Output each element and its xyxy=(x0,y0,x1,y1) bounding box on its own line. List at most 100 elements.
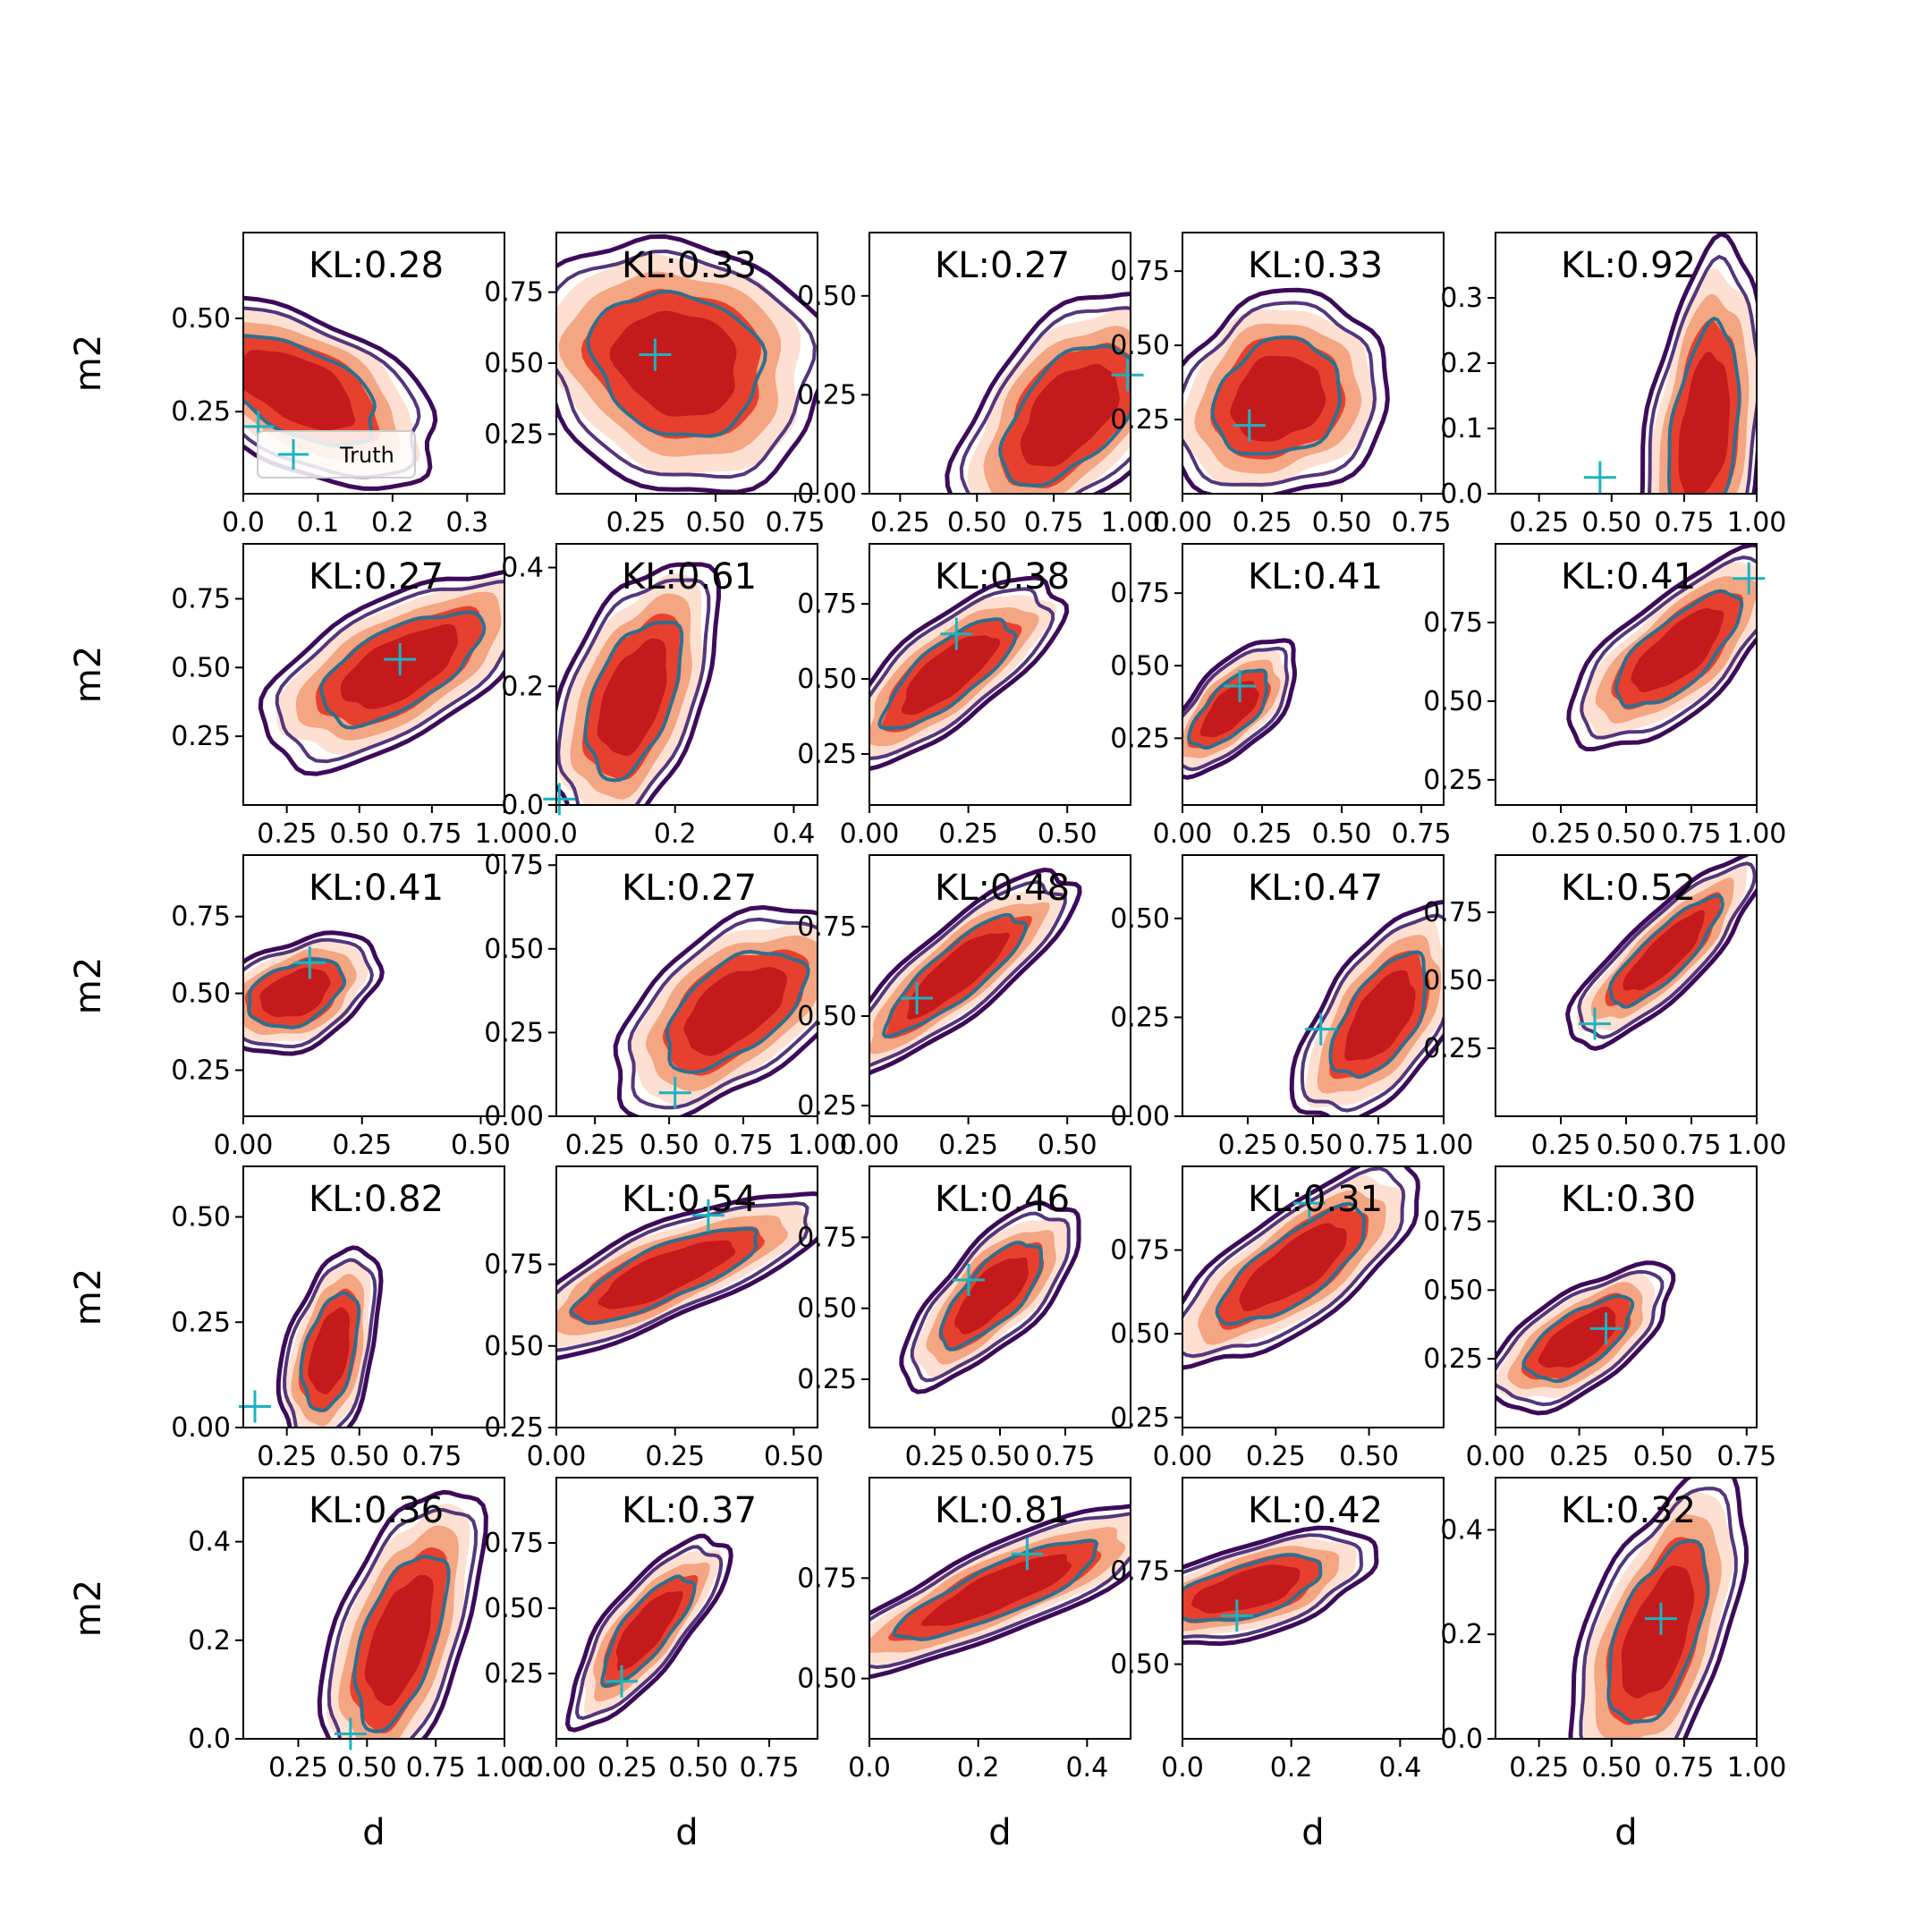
x-tick-label: 0.75 xyxy=(740,1752,800,1784)
x-tick-label: 0.00 xyxy=(527,1441,587,1472)
y-tick-label: 0.75 xyxy=(171,583,231,614)
y-axis-label: m2 xyxy=(68,335,109,392)
y-tick-label: 0.25 xyxy=(171,1307,231,1338)
y-tick-label: 0.1 xyxy=(1440,413,1483,445)
contour-line-2 xyxy=(869,587,1055,760)
contour-line-1 xyxy=(243,930,385,1056)
x-tick-label: 0.50 xyxy=(764,1441,824,1472)
truth-marker xyxy=(1111,359,1144,392)
contour-line-2 xyxy=(1579,1487,1738,1739)
truth-marker xyxy=(1224,669,1257,702)
panel-24: 0.0 0.2 0.4 0.50 0.75 KL:0.42 d xyxy=(1110,1477,1445,1853)
y-tick-label: 0.75 xyxy=(1423,897,1483,928)
y-tick-label: 0.50 xyxy=(1110,1318,1170,1350)
contour-line-3 xyxy=(247,957,347,1030)
x-tick-label: 0.75 xyxy=(1654,1752,1714,1784)
x-tick-label: 0.25 xyxy=(905,1441,965,1472)
contour-line-3 xyxy=(938,1241,1043,1352)
contour-line-1 xyxy=(869,575,1070,772)
y-tick-label: 0.75 xyxy=(1423,1206,1483,1237)
x-tick-label: 0.0 xyxy=(535,818,578,850)
kl-annotation: KL:0.41 xyxy=(1248,556,1383,597)
y-tick-label: 0.75 xyxy=(797,589,857,620)
kl-annotation: KL:0.92 xyxy=(1561,245,1696,286)
axes-frame xyxy=(869,1477,1131,1740)
x-tick-label: 0.50 xyxy=(329,818,389,850)
y-tick-label: 0.00 xyxy=(171,1412,231,1444)
kl-annotation: KL:0.61 xyxy=(622,556,757,597)
x-tick-label: 0.25 xyxy=(268,1752,328,1784)
truth-marker xyxy=(606,1665,638,1698)
axes-frame xyxy=(555,1165,818,1428)
contour-line-1 xyxy=(869,1504,1131,1680)
y-tick-label: 0.25 xyxy=(1110,404,1170,436)
contour-line-1 xyxy=(945,291,1131,494)
x-tick-label: 0.25 xyxy=(332,1130,392,1161)
y-tick-label: 0.4 xyxy=(1440,1514,1483,1546)
x-tick-label: 0.25 xyxy=(257,818,317,850)
y-tick-label: 0.25 xyxy=(171,721,231,752)
axes-frame xyxy=(242,854,505,1117)
kl-annotation: KL:0.38 xyxy=(935,556,1070,597)
panel-19: 0.00 0.25 0.50 0.25 0.50 0.75 KL:0.31 xyxy=(1110,1165,1445,1472)
contour-line-2 xyxy=(575,1545,724,1720)
density-region xyxy=(1182,1525,1379,1647)
contour-line-1 xyxy=(556,562,721,805)
contour-line-3 xyxy=(583,621,684,783)
density-fill-level-4 xyxy=(954,1257,1030,1335)
x-axis-label: d xyxy=(1301,1812,1324,1853)
axes-frame xyxy=(242,543,505,806)
x-tick-label: 0.75 xyxy=(402,1441,462,1472)
x-tick-label: 0.3 xyxy=(445,507,488,538)
x-tick-label: 0.50 xyxy=(1339,1441,1399,1472)
x-tick-label: 0.50 xyxy=(1038,1130,1097,1161)
contour-line-2 xyxy=(627,917,818,1110)
contour-line-2 xyxy=(1182,646,1290,772)
y-tick-label: 0.25 xyxy=(797,739,857,770)
x-tick-label: 0.75 xyxy=(406,1752,466,1784)
x-tick-label: 0.25 xyxy=(606,507,666,538)
x-tick-label: 0.25 xyxy=(870,507,930,538)
contour-line-3 xyxy=(319,610,487,730)
kl-annotation: KL:0.27 xyxy=(622,868,757,909)
axes-frame xyxy=(1495,1477,1758,1740)
density-region xyxy=(556,233,818,494)
x-tick-label: 0.2 xyxy=(654,818,697,850)
x-tick-label: 0.50 xyxy=(1312,818,1372,850)
contour-line-2 xyxy=(1182,1166,1406,1359)
x-tick-label: 1.00 xyxy=(1414,1130,1474,1161)
density-region xyxy=(1182,287,1390,494)
x-tick-label: 0.2 xyxy=(1270,1752,1313,1784)
y-tick-label: 0.25 xyxy=(1423,1033,1483,1064)
kl-annotation: KL:0.82 xyxy=(309,1179,444,1220)
truth-marker xyxy=(1292,1187,1326,1220)
x-tick-label: 0.50 xyxy=(1633,1441,1693,1472)
truth-marker xyxy=(1589,1312,1623,1345)
contour-line-1 xyxy=(275,1245,384,1428)
x-tick-label: 0.50 xyxy=(451,1130,511,1161)
y-tick-label: 0.25 xyxy=(797,1090,857,1122)
contour-line-3 xyxy=(1215,1201,1367,1326)
x-tick-label: 0.25 xyxy=(257,1441,317,1472)
truth-marker xyxy=(940,617,973,650)
contour-line-3 xyxy=(243,334,377,448)
y-tick-label: 0.25 xyxy=(1423,1343,1483,1375)
kl-annotation: KL:0.37 xyxy=(622,1490,757,1531)
contour-line-1 xyxy=(613,905,818,1116)
y-axis-label: m2 xyxy=(68,1268,109,1326)
truth-marker xyxy=(384,643,417,676)
contour-line-3 xyxy=(998,344,1131,487)
panel-21: 0.25 0.50 0.75 1.00 0.0 0.2 0.4 KL:0.36 m2 d xyxy=(68,1477,534,1853)
density-region xyxy=(317,1489,488,1739)
y-tick-label: 0.50 xyxy=(171,652,231,683)
density-fill-level-4 xyxy=(1631,608,1724,693)
x-axis-label: d xyxy=(988,1812,1011,1853)
y-tick-label: 0.25 xyxy=(1423,765,1483,796)
contour-line-1 xyxy=(1182,1166,1420,1370)
truth-marker xyxy=(691,1199,724,1232)
density-region xyxy=(899,1200,1081,1394)
density-fill-level-4 xyxy=(683,967,787,1056)
y-tick-label: 0.2 xyxy=(188,1625,231,1657)
